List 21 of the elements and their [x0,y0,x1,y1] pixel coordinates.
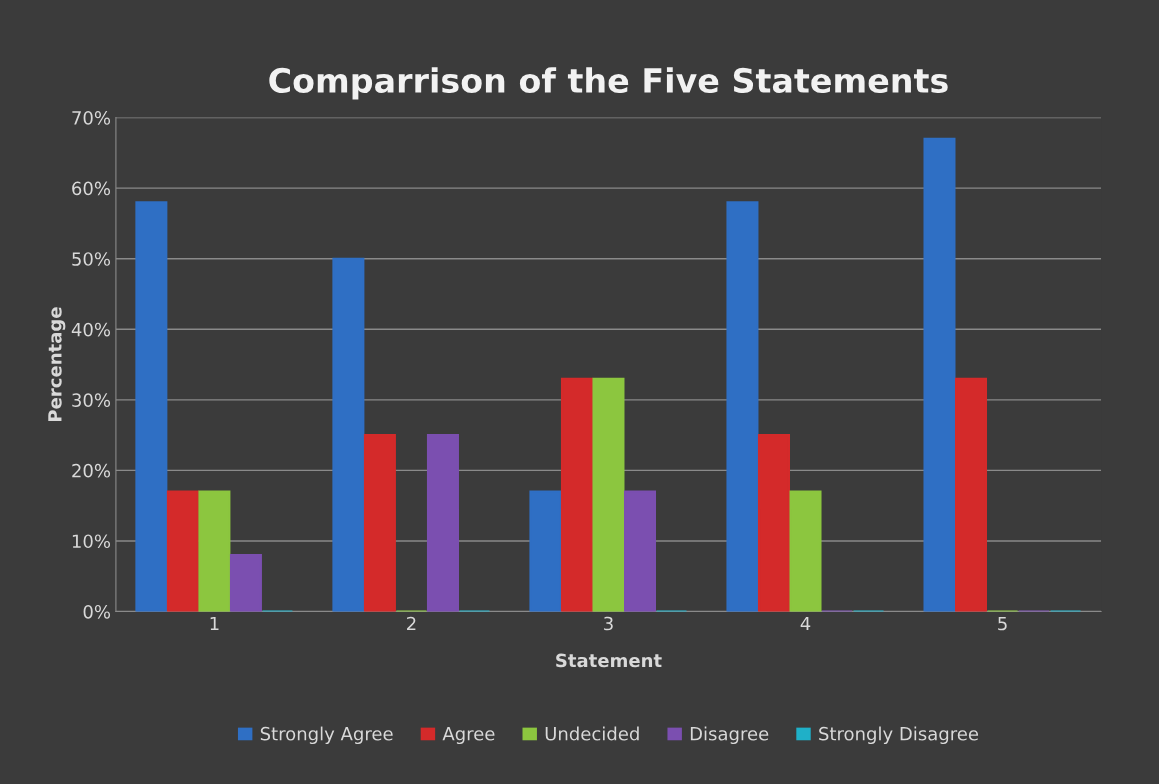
y-tick-label: 30% [72,393,111,407]
x-tick-label: 3 [604,616,613,631]
legend-label: Agree [442,727,495,745]
chart-title: Comparrison of the Five Statements [269,67,948,100]
x-axis-title: Statement [556,653,662,668]
x-tick-label: 1 [210,616,219,631]
y-axis-title: Percentage [48,307,66,421]
legend-label: Strongly Agree [260,726,393,745]
y-tick-label: 40% [71,322,111,337]
y-tick-label: 10% [72,534,111,549]
y-tick-label: 20% [72,463,111,478]
legend-label: Disagree [690,726,769,745]
x-tick-label: 2 [407,616,416,631]
x-tick-label: 4 [800,616,811,631]
legend-label: Undecided [545,726,639,741]
x-tick-label: 5 [998,616,1007,631]
y-tick-label: 60% [72,181,111,196]
y-tick-label: 70% [72,111,111,125]
y-tick-label: 0% [83,604,111,619]
y-tick-label: 50% [72,252,111,266]
legend-label: Strongly Disagree [819,726,979,745]
